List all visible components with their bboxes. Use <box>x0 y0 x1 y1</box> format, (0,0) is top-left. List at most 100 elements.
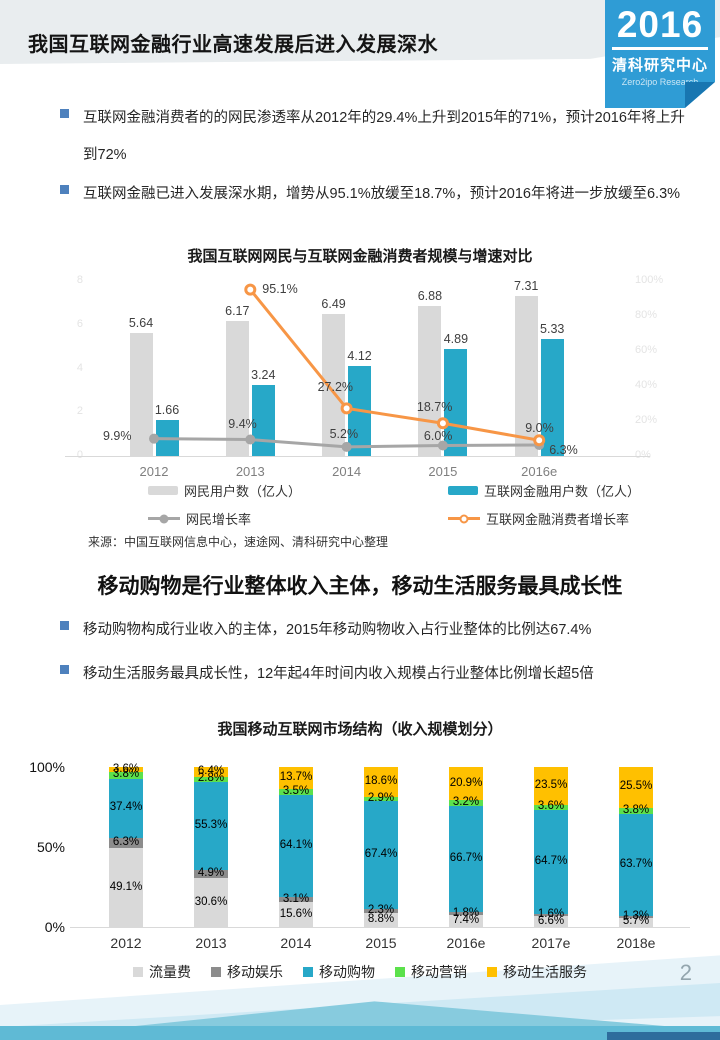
chart1-left-axis-tick: 6 <box>76 317 83 330</box>
legend-item: 移动生活服务 <box>487 962 587 982</box>
chart2-segment-label: 2.3% <box>367 904 395 917</box>
chart1-bar <box>251 385 275 456</box>
page-number: 2 <box>679 960 692 985</box>
chart1-x-axis-label: 2012 <box>139 464 169 479</box>
chart1-line-value-label: 27.2% <box>317 380 354 395</box>
legend-square-swatch <box>133 967 143 977</box>
chart1-bar-value-label: 5.33 <box>540 322 565 337</box>
legend-item: 网民用户数（亿人） <box>148 481 448 500</box>
bullet-item: 移动购物构成行业收入的主体，2015年移动购物收入占行业整体的比例达67.4% <box>60 612 688 649</box>
legend-label: 移动娱乐 <box>227 964 283 980</box>
chart1-left-axis-tick: 4 <box>76 361 83 374</box>
chart1-x-axis-label: 2016e <box>521 464 558 479</box>
section2-title: 移动购物是行业整体收入主体，移动生活服务最具成长性 <box>97 575 623 598</box>
chart1-bar <box>444 349 468 456</box>
chart2-segment-label: 15.6% <box>279 907 313 920</box>
chart1-bar <box>129 332 153 456</box>
legend-bar-swatch <box>148 486 178 495</box>
chart1-line-value-label: 6.3% <box>549 442 578 457</box>
chart2-bar-segment <box>194 878 228 927</box>
legend-label: 网民增长率 <box>186 512 252 527</box>
legend-bar-swatch <box>448 486 478 495</box>
chart2-bar-segment <box>109 766 143 773</box>
chart1-left-axis-tick: 8 <box>76 274 83 286</box>
legend-square-swatch <box>395 967 405 977</box>
chart2-bar-segment <box>619 767 653 808</box>
chart2-bar-segment <box>364 796 398 802</box>
chart1-bar-value-label: 3.24 <box>251 368 276 383</box>
chart2-bar-segment <box>619 915 653 918</box>
chart1-bar <box>540 339 564 456</box>
legend-label: 移动生活服务 <box>503 964 587 980</box>
legend-item: 互联网金融用户数（亿人） <box>448 481 640 500</box>
bullet-icon <box>60 185 69 194</box>
chart2-x-axis-label: 2018e <box>616 935 656 951</box>
legend-label: 流量费 <box>149 964 191 980</box>
chart1-line-value-label: 5.2% <box>329 426 359 441</box>
chart1-combo-chart: 8 6 4 2 0 100% 80% 60% 40% 20% 0% 5.64 6.17 6.49 6.88 7… <box>65 274 663 489</box>
chart1-line-value-label: 18.7% <box>416 400 453 415</box>
chart2-segment-label: 3.6% <box>112 762 140 775</box>
chart2-segment-label: 66.7% <box>449 851 483 864</box>
chart2-bar-segment <box>194 781 228 871</box>
chart2-bar-segment <box>534 804 568 811</box>
chart1-bar-value-label: 5.64 <box>128 315 154 330</box>
header-band <box>0 0 720 64</box>
bullet-item: 互联网金融已进入发展深水期，增势从95.1%放缓至18.7%，预计2016年将进… <box>60 176 688 213</box>
chart2-stacked-bar-chart: 100% 50% 0% 49.1% 6.3% 37.4% 3.8% 3.6% 2012 30.6%… <box>29 759 700 964</box>
chart1-right-axis-tick: 0% <box>635 449 651 461</box>
chart2-bar-segment <box>109 772 143 779</box>
chart2-bar-segment <box>364 767 398 797</box>
badge-corner-fold <box>685 82 715 108</box>
footer-strip <box>0 1026 720 1040</box>
chart2-legend: 流量费 移动娱乐 移动购物 移动营销 移动生活服务 <box>0 962 720 982</box>
legend-item: 移动娱乐 <box>211 962 283 982</box>
chart2-title: 我国移动互联网市场结构（收入规模划分） <box>217 721 503 738</box>
chart2-bar-segment <box>279 794 313 898</box>
chart1-x-axis-label: 2015 <box>428 464 458 479</box>
chart2-bar-segment <box>109 838 143 849</box>
chart2-segment-label: 18.6% <box>364 774 398 787</box>
chart1-line-marker <box>340 402 353 415</box>
bullet-text: 移动购物构成行业收入的主体，2015年移动购物收入占行业整体的比例达67.4% <box>83 622 592 638</box>
legend-square-swatch <box>211 967 221 977</box>
bullet-item: 互联网金融消费者的的网民渗透率从2012年的29.4%上升到2015年的71%，… <box>60 100 688 174</box>
chart2-bar-segment <box>194 777 228 782</box>
chart2-segment-label: 20.9% <box>449 776 483 789</box>
chart2-segment-label: 3.6% <box>537 800 565 813</box>
brand-badge: 2016 清科研究中心 Zero2ipo Research <box>605 0 715 108</box>
chart1-line-value-label: 9.0% <box>525 421 554 436</box>
chart2-segment-label: 37.4% <box>109 801 143 814</box>
chart1-right-axis-tick: 80% <box>635 309 658 321</box>
chart2-segment-label: 25.5% <box>619 780 653 793</box>
chart1-bar <box>514 296 538 456</box>
chart1-bar-value-label: 6.49 <box>321 297 346 312</box>
chart1-line-marker <box>149 433 159 444</box>
chart1-line-value-label: 9.4% <box>228 416 257 431</box>
chart2-x-axis-label: 2016e <box>446 935 486 951</box>
legend-item: 流量费 <box>133 962 191 982</box>
legend-item: 移动营销 <box>395 962 467 982</box>
chart1-bar-value-label: 6.88 <box>417 288 443 303</box>
chart2-bar-segment <box>279 767 313 789</box>
chart2-segment-label: 13.7% <box>279 770 313 783</box>
chart1-x-axis-label: 2013 <box>235 464 265 479</box>
footer-navy-bar <box>607 1032 720 1040</box>
chart2-segment-label: 3.1% <box>282 892 310 905</box>
chart2-segment-label: 6.6% <box>537 914 565 927</box>
chart2-segment-label: 2.9% <box>367 792 395 805</box>
chart2-segment-label: 3.8% <box>622 803 650 816</box>
chart1-right-axis-tick: 60% <box>635 344 658 356</box>
chart2-bar-segment <box>194 767 228 778</box>
chart2-bar-segment <box>279 902 313 927</box>
chart2-x-axis-label: 2013 <box>195 935 227 951</box>
chart2-bar-segment <box>194 870 228 879</box>
chart2-segment-label: 49.1% <box>109 880 143 893</box>
footer-decoration <box>0 948 720 1040</box>
chart1-bar-value-label: 4.89 <box>443 332 469 347</box>
badge-org-name: 清科研究中心 <box>611 56 708 74</box>
chart2-bar-segment <box>619 813 653 916</box>
chart2-x-axis-label: 2012 <box>110 935 142 951</box>
chart2-y-axis-tick: 50% <box>36 839 65 855</box>
page-title: 我国互联网金融行业高速发展后进入发展深水 <box>28 34 438 56</box>
